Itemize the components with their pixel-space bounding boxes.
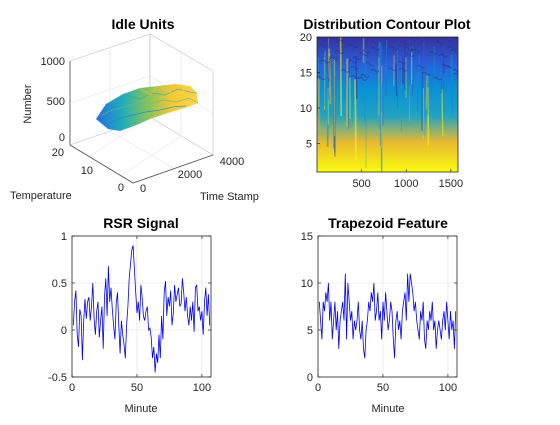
- idle-units-zlabel: Number: [22, 84, 34, 123]
- contour-plot-streak: [341, 37, 342, 116]
- idle-units-xticklabel: 0: [140, 183, 146, 195]
- contour-plot-streak: [442, 89, 443, 136]
- idle-units-xticklabel: 2000: [178, 169, 202, 181]
- rsr-signal-xticklabel: 50: [131, 382, 143, 394]
- idle-units-yticklabel: 10: [81, 165, 93, 177]
- contour-plot-yticklabel: 20: [300, 32, 312, 44]
- idle-units-plot: Idle Units: [10, 16, 259, 203]
- idle-units-xticklabel: 4000: [220, 156, 244, 168]
- contour-plot-streak: [329, 56, 330, 82]
- trapezoid-feature-plot: Trapezoid Feature 0 50 100 0 5 10 15 Minute: [301, 215, 457, 415]
- rsr-signal-yticklabel: 0: [61, 325, 67, 337]
- trapezoid-feature-xticklabel: 100: [439, 382, 457, 394]
- trapezoid-feature-yticklabel: 15: [301, 231, 313, 243]
- trapezoid-feature-yticklabel: 0: [307, 372, 313, 384]
- idle-units-zticklabel: 0: [59, 132, 65, 144]
- idle-units-ylabel: Temperature: [10, 190, 72, 202]
- rsr-signal-yticklabel: 1: [61, 231, 67, 243]
- trapezoid-feature-xlabel: Minute: [371, 403, 404, 415]
- rsr-signal-yticklabel: 0.5: [52, 278, 67, 290]
- contour-plot-yticklabel: 5: [306, 139, 312, 151]
- contour-plot-title: Distribution Contour Plot: [303, 16, 471, 32]
- idle-units-zticklabel: 500: [47, 96, 65, 108]
- idle-units-title: Idle Units: [111, 16, 174, 32]
- rsr-signal-xticklabel: 0: [69, 382, 75, 394]
- contour-plot-streak: [396, 64, 397, 96]
- rsr-signal-title: RSR Signal: [103, 215, 178, 231]
- contour-plot-fill: [317, 37, 458, 172]
- trapezoid-feature-yticklabel: 10: [301, 278, 313, 290]
- contour-plot-yticklabel: 10: [300, 103, 312, 115]
- contour-plot-xticklabel: 1000: [394, 178, 418, 190]
- contour-plot: Distribution Contour Plot 500 1000 1500 5 10…: [300, 16, 471, 190]
- contour-plot-streak: [426, 75, 427, 109]
- trapezoid-feature-axes-bg: [318, 236, 457, 377]
- idle-units-yticklabel: 20: [52, 147, 64, 159]
- rsr-signal-xlabel: Minute: [124, 403, 157, 415]
- contour-plot-yticklabel: 15: [300, 68, 312, 80]
- contour-plot-streak: [319, 80, 320, 130]
- idle-units-zticklabel: 1000: [41, 56, 65, 68]
- contour-plot-streak: [428, 76, 429, 115]
- trapezoid-feature-xticklabel: 0: [315, 382, 321, 394]
- trapezoid-feature-yticklabel: 5: [307, 325, 313, 337]
- rsr-signal-yticklabel: -0.5: [48, 372, 67, 384]
- idle-units-xlabel: Time Stamp: [200, 191, 259, 203]
- contour-plot-xticklabel: 500: [352, 178, 370, 190]
- contour-plot-streak: [365, 50, 366, 121]
- contour-plot-streak: [355, 79, 356, 159]
- idle-units-yticklabel: 0: [118, 182, 124, 194]
- trapezoid-feature-xticklabel: 50: [377, 382, 389, 394]
- rsr-signal-xticklabel: 100: [193, 382, 211, 394]
- contour-plot-streak: [417, 72, 418, 111]
- contour-plot-xticklabel: 1500: [439, 178, 463, 190]
- trapezoid-feature-title: Trapezoid Feature: [328, 215, 448, 231]
